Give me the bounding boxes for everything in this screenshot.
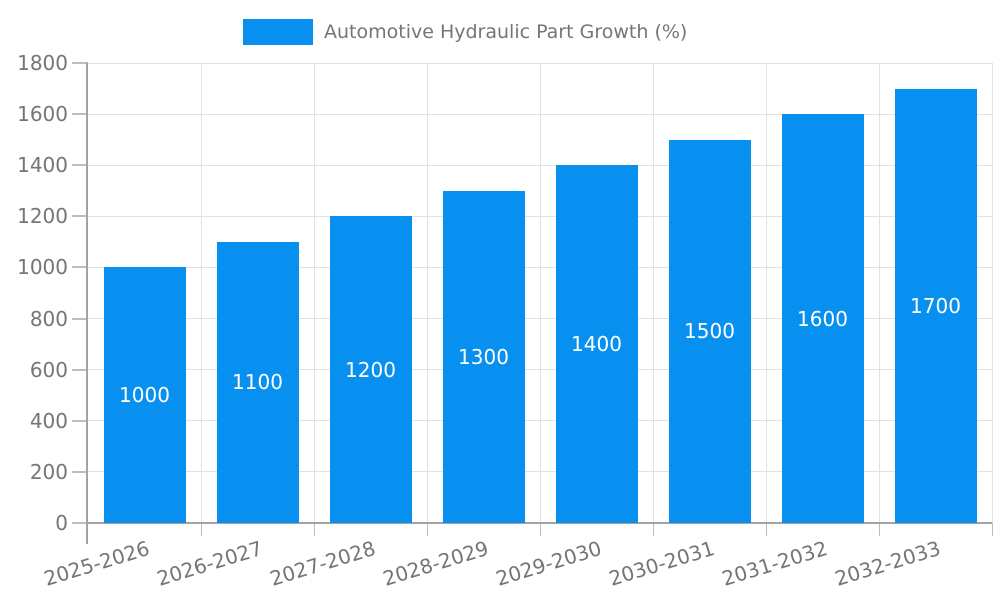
bar (555, 165, 638, 523)
bar-value-label: 1400 (571, 332, 622, 357)
x-tick-mark (991, 523, 993, 536)
bar-value-label: 1500 (684, 319, 735, 344)
y-tick-mark (72, 266, 88, 269)
bar (329, 216, 412, 523)
bar (216, 241, 299, 523)
x-grid-line (991, 63, 993, 523)
legend-swatch-icon (243, 19, 313, 45)
x-grid-line (765, 63, 767, 523)
y-tick-label: 600 (29, 357, 68, 382)
legend-label: Automotive Hydraulic Part Growth (%) (324, 21, 688, 43)
y-tick-mark (72, 368, 88, 371)
x-grid-line (200, 63, 202, 523)
y-tick-label: 1400 (17, 153, 68, 178)
y-tick-mark (72, 113, 88, 116)
x-grid-line (313, 63, 315, 523)
y-tick-mark (72, 317, 88, 320)
y-tick-mark (72, 522, 88, 524)
y-tick-label: 1800 (17, 51, 68, 75)
x-tick-mark (200, 523, 202, 536)
bar-value-label: 1000 (119, 383, 170, 408)
bar (103, 267, 186, 523)
y-tick-label: 1600 (17, 102, 68, 127)
x-grid-line (539, 63, 541, 523)
x-axis-line (86, 522, 992, 524)
x-tick-mark (313, 523, 315, 536)
x-tick-mark (765, 523, 767, 536)
y-tick-label: 1200 (17, 204, 68, 229)
x-tick-mark (878, 523, 880, 536)
bar-value-label: 1200 (345, 357, 396, 382)
x-grid-line (426, 63, 428, 523)
y-tick-mark (72, 164, 88, 167)
bar (668, 139, 751, 523)
bar-value-label: 1100 (232, 370, 283, 395)
y-tick-label: 0 (55, 511, 68, 535)
bar-value-label: 1300 (458, 344, 509, 369)
y-tick-mark (72, 470, 88, 473)
bar (894, 88, 977, 523)
bar-value-label: 1600 (797, 306, 848, 331)
y-tick-label: 400 (29, 408, 68, 433)
x-tick-mark (539, 523, 541, 536)
x-grid-line (652, 63, 654, 523)
y-tick-mark (72, 62, 88, 64)
y-axis-line (86, 63, 88, 544)
chart-legend: Automotive Hydraulic Part Growth (%) (243, 19, 687, 45)
y-tick-label: 200 (29, 459, 68, 484)
y-tick-mark (72, 215, 88, 218)
x-tick-mark (652, 523, 654, 536)
bar (442, 190, 525, 523)
bar (781, 114, 864, 523)
bar-value-label: 1700 (910, 293, 961, 318)
x-grid-line (878, 63, 880, 523)
y-tick-label: 1000 (17, 255, 68, 280)
x-tick-mark (426, 523, 428, 536)
y-tick-label: 800 (29, 306, 68, 331)
y-tick-mark (72, 419, 88, 422)
